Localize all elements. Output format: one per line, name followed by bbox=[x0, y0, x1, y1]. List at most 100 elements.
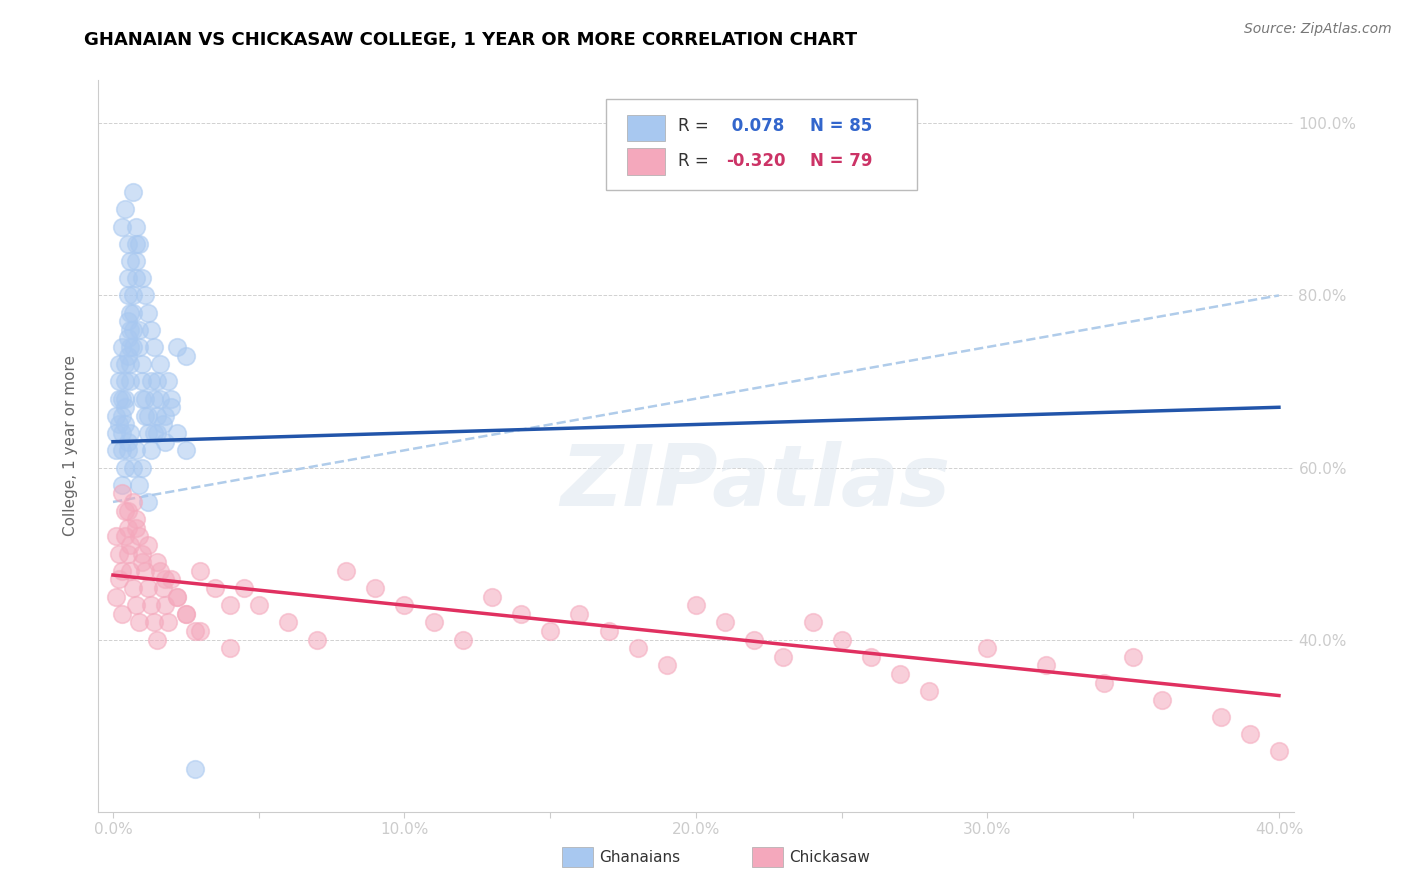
Point bbox=[104, 443, 127, 458]
Point bbox=[233, 581, 256, 595]
Point bbox=[277, 615, 299, 630]
Point bbox=[117, 434, 139, 449]
Point bbox=[218, 598, 240, 612]
Point bbox=[111, 409, 134, 423]
Point bbox=[131, 555, 153, 569]
Point bbox=[111, 486, 134, 500]
Point bbox=[117, 236, 139, 251]
Point bbox=[111, 564, 134, 578]
Point bbox=[364, 581, 387, 595]
Point bbox=[114, 503, 136, 517]
Point bbox=[117, 503, 139, 517]
Point bbox=[108, 417, 131, 432]
Text: R =: R = bbox=[678, 153, 709, 170]
Point bbox=[104, 529, 127, 543]
Point bbox=[117, 288, 139, 302]
Point bbox=[122, 581, 145, 595]
Point bbox=[145, 375, 167, 389]
Point bbox=[394, 598, 416, 612]
Point bbox=[157, 615, 180, 630]
Point bbox=[190, 624, 212, 638]
Point bbox=[114, 401, 136, 415]
Point bbox=[111, 392, 134, 406]
Point bbox=[1092, 675, 1115, 690]
Point bbox=[122, 460, 145, 475]
Text: Source: ZipAtlas.com: Source: ZipAtlas.com bbox=[1244, 22, 1392, 37]
Point bbox=[104, 426, 127, 441]
Text: GHANAIAN VS CHICKASAW COLLEGE, 1 YEAR OR MORE CORRELATION CHART: GHANAIAN VS CHICKASAW COLLEGE, 1 YEAR OR… bbox=[84, 31, 858, 49]
Point bbox=[136, 409, 159, 423]
Point bbox=[136, 581, 159, 595]
Point bbox=[131, 460, 153, 475]
Point bbox=[117, 349, 139, 363]
Point bbox=[111, 443, 134, 458]
Point bbox=[117, 271, 139, 285]
Point bbox=[125, 521, 148, 535]
Point bbox=[131, 375, 153, 389]
Point bbox=[139, 598, 162, 612]
Point bbox=[114, 460, 136, 475]
Point bbox=[134, 392, 156, 406]
Point bbox=[108, 573, 131, 587]
Point bbox=[149, 392, 172, 406]
Point bbox=[145, 409, 167, 423]
Point bbox=[831, 632, 853, 647]
Point bbox=[335, 564, 357, 578]
Point bbox=[131, 392, 153, 406]
Point bbox=[139, 443, 162, 458]
Point bbox=[166, 426, 188, 441]
Point bbox=[108, 547, 131, 561]
Point bbox=[111, 219, 134, 234]
Point bbox=[125, 254, 148, 268]
Point bbox=[218, 641, 240, 656]
Point bbox=[142, 392, 165, 406]
Point bbox=[114, 375, 136, 389]
Point bbox=[120, 564, 142, 578]
Point bbox=[125, 443, 148, 458]
Point bbox=[160, 573, 183, 587]
Point bbox=[120, 254, 142, 268]
Point bbox=[120, 357, 142, 371]
Point bbox=[122, 185, 145, 199]
Point bbox=[136, 495, 159, 509]
Point bbox=[108, 357, 131, 371]
Point bbox=[204, 581, 226, 595]
Point bbox=[155, 409, 177, 423]
Point bbox=[174, 349, 197, 363]
Point bbox=[122, 323, 145, 337]
Point bbox=[174, 443, 197, 458]
Point bbox=[152, 581, 174, 595]
Text: Ghanaians: Ghanaians bbox=[599, 850, 681, 864]
Point bbox=[1122, 649, 1144, 664]
Point bbox=[174, 607, 197, 621]
Point bbox=[155, 434, 177, 449]
Point bbox=[568, 607, 591, 621]
Point bbox=[538, 624, 561, 638]
Point bbox=[111, 340, 134, 354]
Point bbox=[120, 538, 142, 552]
Point bbox=[918, 684, 941, 698]
Point bbox=[134, 409, 156, 423]
Point bbox=[183, 624, 205, 638]
Point bbox=[142, 340, 165, 354]
Point bbox=[155, 598, 177, 612]
Point bbox=[128, 340, 150, 354]
Point bbox=[772, 649, 794, 664]
Point bbox=[801, 615, 824, 630]
Point bbox=[125, 219, 148, 234]
Point bbox=[685, 598, 707, 612]
Point bbox=[1268, 744, 1291, 758]
Point bbox=[145, 555, 167, 569]
Point bbox=[166, 590, 188, 604]
Bar bbox=[627, 148, 665, 175]
Point bbox=[117, 443, 139, 458]
Point bbox=[128, 529, 150, 543]
Text: Chickasaw: Chickasaw bbox=[789, 850, 870, 864]
Point bbox=[742, 632, 765, 647]
Point bbox=[510, 607, 533, 621]
Point bbox=[139, 323, 162, 337]
Point bbox=[114, 357, 136, 371]
Text: R =: R = bbox=[678, 118, 709, 136]
Point bbox=[149, 564, 172, 578]
Point bbox=[136, 305, 159, 319]
